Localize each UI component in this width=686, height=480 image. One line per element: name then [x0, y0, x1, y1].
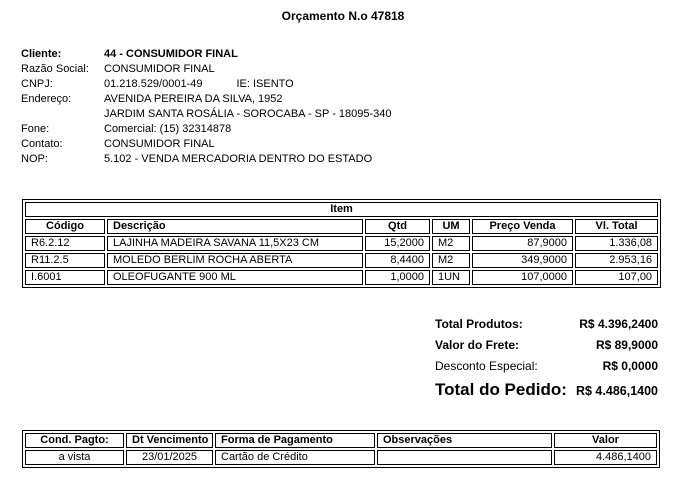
customer-field-label — [21, 107, 104, 122]
customer-field-label: Endereço: — [21, 93, 72, 105]
totals-value: R$ 4.486,1400 — [575, 384, 658, 398]
payment-column-header: Valor — [554, 433, 657, 448]
item-cell: I.6001 — [25, 270, 105, 285]
customer-info: Cliente: 44 - CONSUMIDOR FINAL Razão Socia… — [21, 47, 392, 167]
item-table-header-row: Código Descrição Qtd UM Preço Venda Vl. Total — [25, 219, 659, 234]
payment-cell: 4.486,1400 — [554, 450, 657, 465]
customer-row: Endereço: AVENIDA PEREIRA DA SILVA, 1952 — [21, 92, 392, 107]
item-column-header: Código — [25, 219, 105, 234]
customer-field-value: CONSUMIDOR FINAL — [104, 63, 215, 75]
item-table: Item Código Descrição Qtd UM Preço Venda Vl. T… — [22, 199, 662, 288]
totals-row: Desconto Especial: R$ 0,0000 — [435, 359, 658, 373]
customer-row: Razão Social: CONSUMIDOR FINAL — [21, 62, 392, 77]
item-cell: 2.953,16 — [575, 253, 659, 268]
totals-section: Total Produtos: R$ 4.396,2400 Valor do Fre… — [435, 317, 658, 407]
totals-label: Desconto Especial: — [435, 359, 538, 373]
item-column-header: Descrição — [107, 219, 363, 234]
item-cell: M2 — [432, 236, 470, 251]
customer-field-label: NOP: — [21, 153, 48, 165]
totals-value: R$ 0,0000 — [602, 359, 658, 373]
item-row: I.6001 OLEOFUGANTE 900 ML 1,0000 1UN 107,000… — [25, 270, 659, 285]
payment-row: a vista 23/01/2025 Cartão de Crédito 4.486,… — [25, 450, 657, 465]
payment-cell — [377, 450, 552, 465]
payment-column-header: Cond. Pagto: — [25, 433, 124, 448]
customer-field-extra: IE: ISENTO — [236, 78, 294, 90]
totals-row: Total do Pedido: R$ 4.486,1400 — [435, 380, 658, 400]
payment-cell: Cartão de Crédito — [215, 450, 375, 465]
payment-cell: 23/01/2025 — [126, 450, 213, 465]
totals-label: Total Produtos: — [435, 317, 523, 331]
totals-label: Valor do Frete: — [435, 338, 520, 352]
payment-cell: a vista — [25, 450, 124, 465]
totals-label: Total do Pedido: — [435, 380, 567, 399]
payment-column-header: Observações — [377, 433, 552, 448]
item-table-body: Item Código Descrição Qtd UM Preço Venda Vl. T… — [25, 202, 659, 285]
item-cell: 107,00 — [575, 270, 659, 285]
totals-value: R$ 4.396,2400 — [579, 317, 658, 331]
item-cell: 8,4400 — [365, 253, 430, 268]
totals-row: Valor do Frete: R$ 89,9000 — [435, 338, 658, 352]
customer-field-value: AVENIDA PEREIRA DA SILVA, 1952 — [104, 93, 283, 105]
item-cell: R11.2.5 — [25, 253, 105, 268]
item-cell: LAJINHA MADEIRA SAVANA 11,5X23 CM — [107, 236, 363, 251]
customer-field-label: Cliente: — [21, 48, 62, 60]
customer-field-value: 01.218.529/0001-49 — [104, 78, 203, 90]
item-cell: 1.336,08 — [575, 236, 659, 251]
customer-row: NOP: 5.102 - VENDA MERCADORIA DENTRO DO E… — [21, 152, 392, 167]
item-column-header: Preço Venda — [472, 219, 573, 234]
item-cell: MOLEDO BERLIM ROCHA ABERTA — [107, 253, 363, 268]
item-cell: 349,9000 — [472, 253, 573, 268]
customer-field-value: JARDIM SANTA ROSÁLIA - SOROCABA - SP - 1… — [104, 108, 392, 120]
customer-field-value: 44 - CONSUMIDOR FINAL — [104, 48, 238, 60]
item-column-header: UM — [432, 219, 470, 234]
totals-value: R$ 89,9000 — [595, 338, 658, 352]
customer-row: JARDIM SANTA ROSÁLIA - SOROCABA - SP - 1… — [21, 107, 392, 122]
customer-field-value: Comercial: (15) 32314878 — [104, 123, 232, 135]
item-column-header: Vl. Total — [575, 219, 659, 234]
item-table-group-row: Item — [25, 202, 659, 217]
payment-column-header: Forma de Pagamento — [215, 433, 375, 448]
payment-column-header: Dt Vencimento — [126, 433, 213, 448]
customer-field-label: Razão Social: — [21, 63, 89, 75]
totals-row: Total Produtos: R$ 4.396,2400 — [435, 317, 658, 331]
item-cell: 87,9000 — [472, 236, 573, 251]
customer-row: CNPJ: 01.218.529/0001-49 IE: ISENTO — [21, 77, 392, 92]
item-cell: 1UN — [432, 270, 470, 285]
payment-table: Cond. Pagto: Dt Vencimento Forma de Pagame… — [22, 430, 660, 468]
customer-row: Fone: Comercial: (15) 32314878 — [21, 122, 392, 137]
item-cell: 15,2000 — [365, 236, 430, 251]
customer-field-label: Contato: — [21, 138, 63, 150]
payment-table-header-row: Cond. Pagto: Dt Vencimento Forma de Pagame… — [25, 433, 657, 448]
page-title: Orçamento N.o 47818 — [281, 9, 405, 23]
item-table-group-header: Item — [25, 202, 659, 217]
item-row: R6.2.12 LAJINHA MADEIRA SAVANA 11,5X23 CM… — [25, 236, 659, 251]
customer-row: Cliente: 44 - CONSUMIDOR FINAL — [21, 47, 392, 62]
customer-field-label: CNPJ: — [21, 78, 53, 90]
customer-field-value: 5.102 - VENDA MERCADORIA DENTRO DO ESTAD… — [104, 153, 373, 165]
item-cell: 1,0000 — [365, 270, 430, 285]
item-cell: R6.2.12 — [25, 236, 105, 251]
item-column-header: Qtd — [365, 219, 430, 234]
customer-row: Contato: CONSUMIDOR FINAL — [21, 137, 392, 152]
customer-field-label: Fone: — [21, 123, 50, 135]
item-cell: OLEOFUGANTE 900 ML — [107, 270, 363, 285]
customer-field-value: CONSUMIDOR FINAL — [104, 138, 215, 150]
item-cell: M2 — [432, 253, 470, 268]
item-cell: 107,0000 — [472, 270, 573, 285]
payment-table-body: Cond. Pagto: Dt Vencimento Forma de Pagame… — [25, 433, 657, 465]
item-row: R11.2.5 MOLEDO BERLIM ROCHA ABERTA 8,4400 M… — [25, 253, 659, 268]
